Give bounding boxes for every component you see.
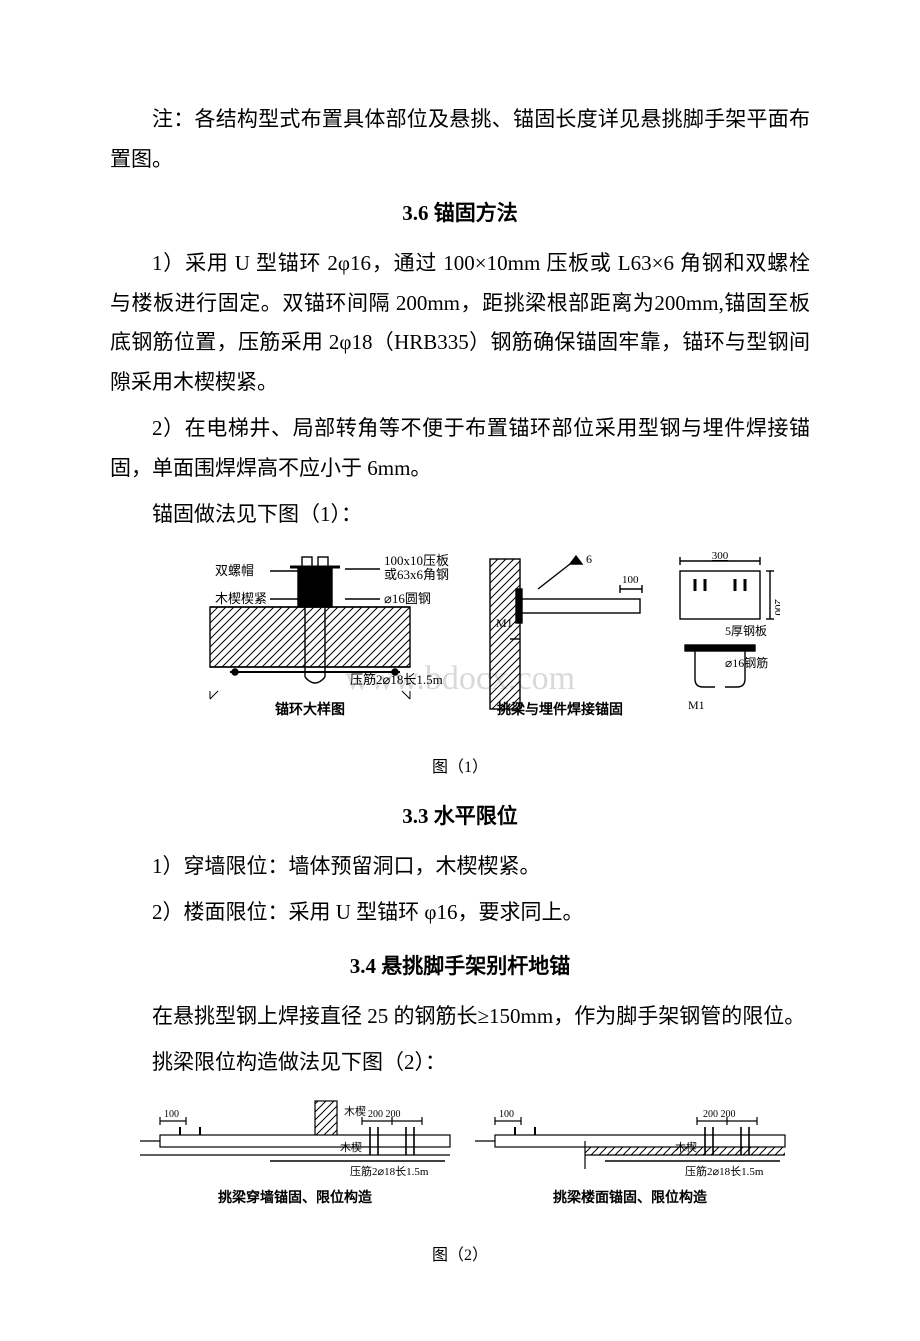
fig2-left <box>140 1101 450 1161</box>
para-3-4-1: 在悬挑型钢上焊接直径 25 的钢筋长≥150mm，作为脚手架钢管的限位。 <box>110 997 810 1037</box>
para-3-3-1: 1）穿墙限位：墙体预留洞口，木楔楔紧。 <box>110 847 810 887</box>
lbl-dim100: 100 <box>622 574 639 586</box>
lbl-double-nut: 双螺帽 <box>215 563 254 578</box>
f2r-d200: 200 200 <box>703 1109 736 1120</box>
lbl-rebar16b: ⌀16钢筋 <box>725 655 768 670</box>
lbl-plate5: 5厚钢板 <box>725 624 767 638</box>
para-3-3-2: 2）楼面限位：采用 U 型锚环 φ16，要求同上。 <box>110 893 810 933</box>
lbl-rebar16: ⌀16圆钢 <box>384 591 431 606</box>
lbl-wedge: 木楔楔紧 <box>215 591 267 606</box>
fig2-right <box>475 1117 785 1169</box>
f2l-title: 挑梁穿墙锚固、限位构造 <box>218 1189 372 1206</box>
lbl-m1b: M1 <box>688 698 705 712</box>
heading-3-3: 3.3 水平限位 <box>110 797 810 837</box>
heading-3-6: 3.6 锚固方法 <box>110 194 810 234</box>
note-paragraph: 注：各结构型式布置具体部位及悬挑、锚固长度详见悬挑脚手架平面布置图。 <box>110 100 810 180</box>
lbl-m1: M1 <box>496 616 513 630</box>
figure-2-caption: 图（2） <box>110 1241 810 1271</box>
f2r-wedge: 木楔 <box>675 1141 697 1154</box>
para-3-6-2: 2）在电梯井、局部转角等不便于布置锚环部位采用型钢与埋件焊接锚固，单面围焊焊高不… <box>110 409 810 489</box>
lbl-weld6: 6 <box>586 552 592 566</box>
para-3-6-3: 锚固做法见下图（1）： <box>110 495 810 535</box>
f2l-wedge-top: 木楔 <box>344 1105 366 1118</box>
f2r-press: 压筋2⌀18长1.5m <box>685 1164 764 1178</box>
lbl-mid-title: 挑梁与埋件焊接锚固 <box>497 701 623 718</box>
lbl-press-rebar: 压筋2⌀18长1.5m <box>350 672 443 687</box>
f2l-wedge-mid: 木楔 <box>340 1141 362 1154</box>
f2l-press: 压筋2⌀18长1.5m <box>350 1164 429 1178</box>
lbl-plate2: 或63x6角钢 <box>384 567 449 582</box>
para-3-4-2: 挑梁限位构造做法见下图（2）： <box>110 1043 810 1083</box>
figure-1-svg: www.bdocx.com 双螺帽 木楔楔紧 100x10压板 <box>140 549 780 749</box>
figure-2-svg: 木楔 木楔 100 200 200 压筋2⌀18长1.5m 挑梁穿墙锚固、限位构… <box>130 1097 790 1237</box>
para-3-6-1: 1）采用 U 型锚环 2φ16，通过 100×10mm 压板或 L63×6 角钢… <box>110 244 810 404</box>
lbl-dim200: 200 <box>772 599 780 616</box>
heading-3-4: 3.4 悬挑脚手架别杆地锚 <box>110 947 810 987</box>
figure-1-container: www.bdocx.com 双螺帽 木楔楔紧 100x10压板 <box>110 549 810 749</box>
lbl-plate: 100x10压板 <box>384 553 449 568</box>
lbl-dim300: 300 <box>712 550 729 562</box>
lbl-left-title: 锚环大样图 <box>275 701 345 718</box>
f2l-d200: 200 200 <box>368 1109 401 1120</box>
f2r-title: 挑梁楼面锚固、限位构造 <box>553 1189 707 1206</box>
f2r-d100: 100 <box>499 1109 514 1120</box>
figure-2-container: 木楔 木楔 100 200 200 压筋2⌀18长1.5m 挑梁穿墙锚固、限位构… <box>110 1097 810 1237</box>
figure-1-caption: 图（1） <box>110 753 810 783</box>
f2l-d100: 100 <box>164 1109 179 1120</box>
